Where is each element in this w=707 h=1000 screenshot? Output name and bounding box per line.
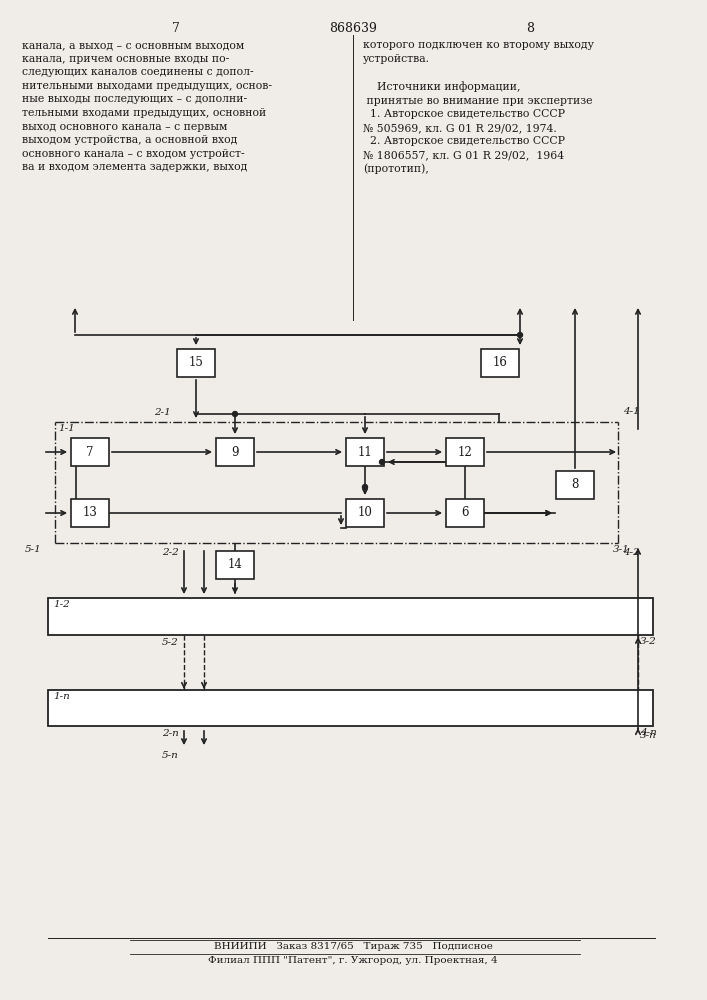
Text: 16: 16 <box>493 357 508 369</box>
Text: 5-n: 5-n <box>162 751 179 760</box>
Text: канала, а выход – с основным выходом
канала, причем основные входы по-
следующих: канала, а выход – с основным выходом кан… <box>22 40 272 172</box>
Text: 10: 10 <box>358 506 373 520</box>
Text: которого подключен ко второму выходу
устройства.

    Источники информации,
 при: которого подключен ко второму выходу уст… <box>363 40 594 174</box>
Bar <box>346 499 384 527</box>
Text: 8: 8 <box>526 22 534 35</box>
Text: 15: 15 <box>189 357 204 369</box>
Text: Филиал ППП "Патент", г. Ужгород, ул. Проектная, 4: Филиал ППП "Патент", г. Ужгород, ул. Про… <box>208 956 498 965</box>
Text: 1-2: 1-2 <box>53 600 70 609</box>
Circle shape <box>363 485 368 489</box>
Text: 5-1: 5-1 <box>25 545 42 554</box>
Text: 2-1: 2-1 <box>154 408 171 417</box>
Bar <box>216 438 254 466</box>
Text: 8: 8 <box>571 479 579 491</box>
Text: 5-2: 5-2 <box>162 638 179 647</box>
Text: 1-n: 1-n <box>53 692 70 701</box>
Circle shape <box>380 460 385 464</box>
Text: 2-2: 2-2 <box>162 548 179 557</box>
Text: ВНИИПИ   Заказ 8317/65   Тираж 735   Подписное: ВНИИПИ Заказ 8317/65 Тираж 735 Подписное <box>214 942 493 951</box>
Text: 14: 14 <box>228 558 243 572</box>
Text: 12: 12 <box>457 446 472 458</box>
Bar <box>71 438 109 466</box>
Text: 1-1: 1-1 <box>58 424 75 433</box>
Bar <box>556 471 594 499</box>
Bar <box>346 438 384 466</box>
Text: 6: 6 <box>461 506 469 520</box>
Text: 4-2: 4-2 <box>623 548 640 557</box>
Text: 2-n: 2-n <box>162 729 179 738</box>
Text: 7: 7 <box>86 446 94 458</box>
Text: 3-2: 3-2 <box>640 637 657 646</box>
Bar <box>71 499 109 527</box>
Bar <box>48 598 653 635</box>
Bar <box>216 551 254 579</box>
Text: 3-1: 3-1 <box>613 545 630 554</box>
Circle shape <box>233 412 238 416</box>
Text: 11: 11 <box>358 446 373 458</box>
Bar <box>177 349 215 377</box>
Bar <box>481 349 519 377</box>
Bar <box>446 499 484 527</box>
Circle shape <box>518 332 522 338</box>
Text: 3-n: 3-n <box>640 731 657 740</box>
Bar <box>446 438 484 466</box>
Text: 868639: 868639 <box>329 22 377 35</box>
Bar <box>48 690 653 726</box>
Text: 4-1: 4-1 <box>623 408 640 416</box>
Text: 4-n: 4-n <box>640 728 657 737</box>
Text: 9: 9 <box>231 446 239 458</box>
Text: 13: 13 <box>83 506 98 520</box>
Text: 7: 7 <box>172 22 180 35</box>
